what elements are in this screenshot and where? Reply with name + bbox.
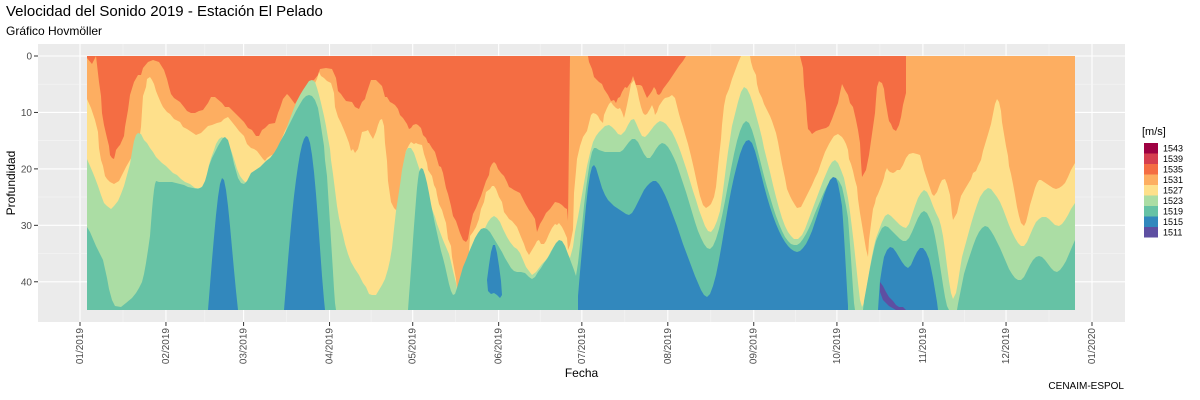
x-tick-label: 01/2020 (1087, 328, 1098, 365)
legend: [m/s] 1543153915351531152715231519151515… (1142, 126, 1183, 238)
legend-key (1144, 227, 1158, 238)
legend-label: 1519 (1163, 206, 1183, 216)
legend-key (1144, 195, 1158, 206)
legend-label: 1543 (1163, 143, 1183, 153)
x-tick-label: 06/2019 (494, 328, 505, 365)
x-tick-label: 05/2019 (408, 328, 419, 365)
y-axis-title: Profundidad (4, 151, 18, 216)
caption: CENAIM-ESPOL (1048, 381, 1124, 392)
legend-label: 1523 (1163, 196, 1183, 206)
x-tick-label: 12/2019 (1001, 328, 1012, 365)
x-axis: 01/2019 02/2019 03/2019 04/2019 05/2019 06/20… (75, 322, 1098, 364)
legend-key (1144, 174, 1158, 185)
legend-label: 1531 (1163, 175, 1183, 185)
y-tick-label: 0 (26, 52, 32, 63)
x-tick-label: 03/2019 (239, 328, 250, 365)
x-tick-label: 04/2019 (325, 328, 336, 365)
y-tick-label: 40 (21, 277, 33, 288)
legend-label: 1511 (1163, 227, 1182, 237)
legend-label: 1527 (1163, 185, 1183, 195)
x-tick-label: 01/2019 (75, 328, 86, 365)
legend-key (1144, 185, 1158, 196)
x-tick-label: 07/2019 (577, 328, 588, 365)
x-tick-label: 02/2019 (161, 328, 172, 365)
x-tick-label: 09/2019 (749, 328, 760, 365)
legend-key (1144, 153, 1158, 164)
chart-title: Velocidad del Sonido 2019 - Estación El … (6, 3, 323, 20)
legend-label: 1535 (1163, 164, 1183, 174)
legend-key (1144, 164, 1158, 175)
legend-label: 1539 (1163, 154, 1183, 164)
x-tick-label: 08/2019 (663, 328, 674, 365)
contour-band-1511 (880, 282, 906, 310)
legend-key (1144, 216, 1158, 227)
legend-title: [m/s] (1142, 126, 1166, 138)
y-tick-label: 20 (21, 164, 33, 175)
y-tick-label: 10 (21, 108, 33, 119)
x-tick-label: 11/2019 (918, 328, 929, 364)
y-axis: 0 10 20 30 40 (21, 52, 38, 288)
legend-label: 1515 (1163, 217, 1183, 227)
legend-key (1144, 143, 1158, 154)
legend-key (1144, 206, 1158, 217)
contour-band-1515 (208, 136, 938, 310)
contour-bands (87, 56, 1075, 310)
y-tick-label: 30 (21, 221, 33, 232)
x-tick-label: 10/2019 (832, 328, 843, 365)
x-axis-title: Fecha (565, 366, 599, 380)
chart-subtitle: Gráfico Hovmöller (6, 24, 103, 38)
